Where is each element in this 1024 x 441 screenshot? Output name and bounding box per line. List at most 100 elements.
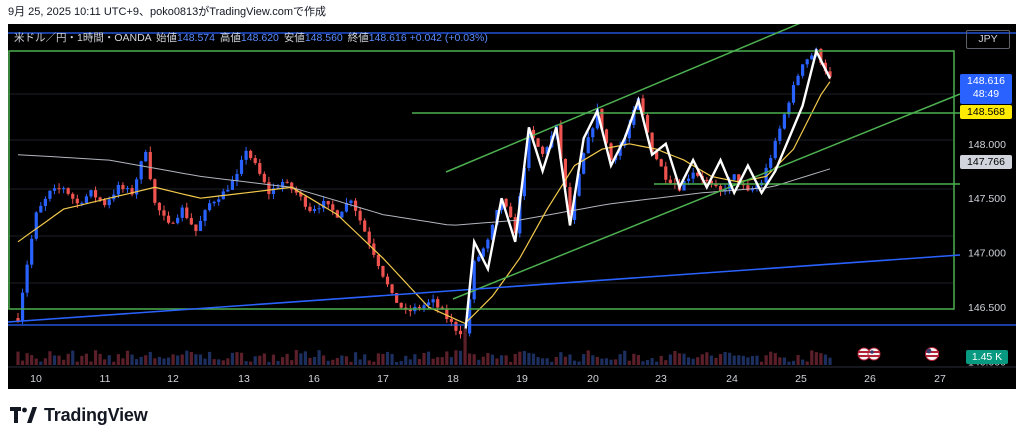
candle-body — [746, 185, 750, 191]
volume-bar — [139, 356, 143, 365]
volume-bar — [468, 353, 472, 365]
volume-bar — [445, 351, 449, 365]
volume-bar — [16, 351, 20, 365]
change-value: +0.042 (+0.03%) — [409, 32, 488, 44]
candle-body — [116, 184, 120, 195]
candle-body — [568, 187, 572, 220]
volume-bar — [545, 358, 549, 365]
candle-body — [52, 188, 57, 191]
us-flag-event-icon-2[interactable] — [925, 347, 940, 361]
candle-body — [171, 222, 175, 224]
volume-bar — [381, 353, 385, 365]
slow-ma-price-tag: 147.766 — [960, 155, 1012, 169]
wave-count-line[interactable] — [463, 47, 832, 335]
candle-body — [750, 188, 755, 191]
volume-bar — [185, 350, 189, 365]
volume-bar — [782, 357, 786, 365]
channel-upper-line[interactable] — [445, 24, 803, 173]
volume-bar — [705, 352, 709, 365]
volume-bar — [536, 357, 540, 365]
volume-bar — [449, 357, 453, 365]
candle-body — [431, 299, 435, 303]
volume-bar — [121, 358, 125, 365]
candle-body — [198, 220, 203, 231]
volume-bar — [677, 353, 682, 365]
x-tick-label: 26 — [864, 373, 876, 385]
high-value: 148.620 — [240, 32, 279, 44]
candle-body — [696, 172, 700, 176]
volume-bar — [791, 360, 796, 365]
us-flag-event-icon[interactable] — [857, 347, 881, 361]
volume-bar — [823, 354, 828, 365]
candle-body — [787, 102, 791, 115]
volume-bar — [819, 353, 823, 365]
volume-bar — [636, 355, 641, 365]
x-tick-label: 19 — [516, 373, 528, 385]
volume-bar — [737, 355, 741, 365]
volume-bar — [764, 355, 768, 365]
volume-bar — [80, 355, 84, 365]
ohlc-legend[interactable]: 米ドル／円・1時間・OANDA 始値148.574 高値148.620 安値14… — [14, 30, 488, 45]
candle-body — [609, 143, 613, 161]
candle-body — [527, 129, 531, 168]
volume-bar — [413, 354, 417, 365]
volume-bar — [440, 357, 444, 365]
y-tick-label: 147.000 — [968, 248, 1006, 260]
volume-bar — [778, 357, 782, 365]
candle-body — [203, 210, 207, 221]
candle-body — [623, 138, 627, 146]
candle-body — [791, 85, 796, 103]
volume-bar — [335, 357, 339, 365]
candle-body — [290, 182, 294, 190]
candle-body — [645, 115, 650, 133]
volume-bar — [641, 361, 645, 365]
candle-body — [107, 199, 111, 206]
candle-body — [153, 179, 157, 203]
candle-body — [600, 108, 604, 130]
candle-body — [764, 167, 768, 183]
rising-trendline[interactable] — [8, 254, 961, 323]
candle-body — [664, 166, 668, 180]
volume-bar — [559, 352, 563, 365]
volume-bar — [810, 350, 814, 365]
volume-bar — [290, 360, 294, 365]
volume-bar — [294, 350, 298, 365]
volume-bar — [481, 356, 485, 365]
tradingview-logo[interactable]: TradingView — [10, 404, 148, 426]
volume-bar — [162, 358, 166, 365]
volume-bar — [801, 359, 805, 365]
volume-bar — [650, 358, 654, 365]
volume-bar — [741, 355, 745, 365]
volume-bar — [194, 354, 198, 365]
volume-bar — [600, 358, 604, 365]
volume-bar — [577, 361, 581, 365]
x-tick-label: 17 — [377, 373, 389, 385]
volume-bar — [203, 358, 207, 365]
range-rectangle[interactable] — [8, 50, 955, 310]
currency-button[interactable]: JPY — [966, 30, 1010, 49]
candle-body — [148, 151, 152, 180]
volume-bar — [668, 354, 672, 365]
candle-body — [773, 140, 777, 159]
candle-body — [340, 211, 344, 218]
volume-bar — [230, 352, 235, 365]
volume-bar — [112, 361, 116, 365]
x-tick-label: 24 — [726, 373, 738, 385]
candle-body — [249, 150, 253, 159]
volume-bar — [349, 361, 353, 365]
candle-body — [358, 210, 362, 221]
channel-lower-line[interactable] — [452, 93, 961, 300]
x-tick-label: 20 — [587, 373, 599, 385]
volume-bar — [700, 354, 704, 365]
volume-bar — [39, 361, 43, 365]
candle-body — [103, 199, 107, 206]
open-label: 始値 — [156, 32, 178, 44]
volume-bar — [586, 350, 590, 365]
candle-body — [632, 109, 636, 125]
volume-bar — [404, 355, 408, 365]
candle-body — [468, 299, 472, 334]
candle-body — [604, 129, 609, 144]
volume-bar — [572, 360, 577, 365]
